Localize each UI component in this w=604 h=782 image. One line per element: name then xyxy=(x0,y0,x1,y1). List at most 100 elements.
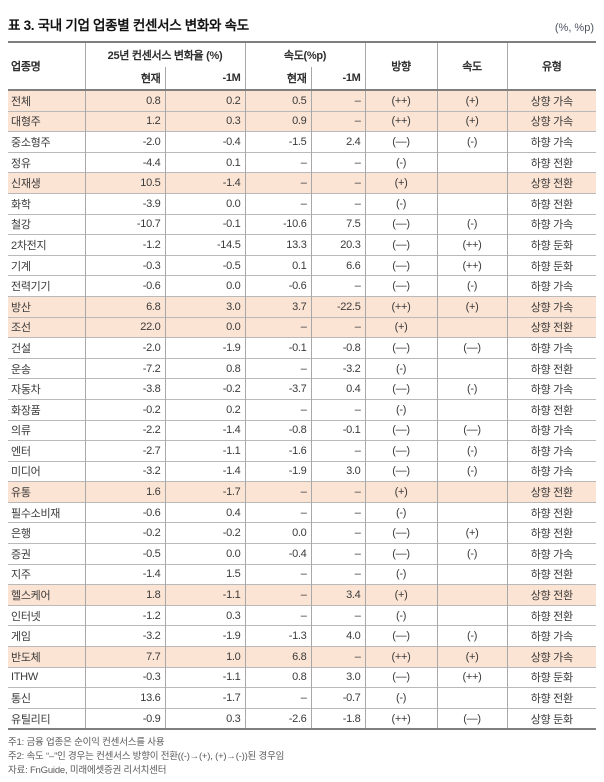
sector-name-cell: 미디어 xyxy=(8,460,85,482)
direction-cell: (—) xyxy=(364,460,438,482)
direction-cell: (—) xyxy=(364,213,438,235)
change-1m-cell: 0.4 xyxy=(164,501,246,523)
change-now-cell: -0.6 xyxy=(84,501,165,523)
change-now-cell: 6.8 xyxy=(84,295,165,318)
change-now-cell: 10.5 xyxy=(84,172,165,194)
table-row: 조선 22.0 0.0– – (+) 상향 전환 xyxy=(8,316,597,338)
speed-sign-cell xyxy=(436,192,508,215)
table-row: 자동차 -3.8 -0.2 -3.7 0.4 (—) (-) 하향 가속 xyxy=(8,378,597,400)
sector-name-cell: 대형주 xyxy=(8,110,85,132)
direction-cell: (—) xyxy=(364,131,438,153)
table-row: 정유 -4.4 0.1– – (-) 하향 전환 xyxy=(8,151,597,173)
speed-now-cell: – xyxy=(244,501,312,523)
direction-cell: (+) xyxy=(364,481,438,503)
speed-now-cell: – xyxy=(244,604,312,626)
change-now-cell: -0.3 xyxy=(84,254,165,276)
speed-sign-cell: (-) xyxy=(436,275,508,297)
direction-cell: (—) xyxy=(364,543,438,565)
change-now-cell: -2.7 xyxy=(84,440,165,462)
change-now-cell: -0.2 xyxy=(84,522,165,544)
sector-name-cell: 필수소비재 xyxy=(8,501,85,523)
speed-1m-cell: – xyxy=(310,172,366,194)
change-1m-cell: -1.1 xyxy=(164,666,246,688)
speed-sign-cell: (—) xyxy=(436,707,508,730)
change-now-cell: -1.4 xyxy=(84,563,165,585)
type-cell: 하향 가속 xyxy=(506,275,597,297)
direction-cell: (—) xyxy=(364,419,438,441)
speed-sign-cell: (+) xyxy=(436,646,508,668)
sector-name-cell: 화학 xyxy=(8,192,85,215)
speed-1m-cell: 3.0 xyxy=(310,666,366,688)
sector-name-cell: 화장품 xyxy=(8,398,85,420)
speed-now-cell: -0.4 xyxy=(244,543,312,565)
type-cell: 하향 둔화 xyxy=(506,234,597,256)
change-1m-cell: 0.8 xyxy=(164,357,246,379)
speed-now-cell: – xyxy=(244,563,312,585)
direction-cell: (-) xyxy=(364,398,438,420)
table-row: 헬스케어 1.8 -1.1–3.4 (+) 상향 전환 xyxy=(8,584,597,606)
speed-sign-cell xyxy=(436,501,508,523)
change-now-cell: -3.9 xyxy=(84,192,165,215)
header-type: 유형 xyxy=(506,42,597,90)
change-now-cell: 1.8 xyxy=(84,584,165,606)
header-speed: 속도 xyxy=(436,42,508,90)
speed-1m-cell: -0.7 xyxy=(310,687,366,709)
type-cell: 상향 가속 xyxy=(506,646,597,668)
direction-cell: (++) xyxy=(364,707,438,730)
type-cell: 하향 가속 xyxy=(506,543,597,565)
change-now-cell: -3.2 xyxy=(84,460,165,482)
sector-name-cell: 은행 xyxy=(8,522,85,544)
speed-sign-cell: (+) xyxy=(436,110,508,132)
change-now-cell: 13.6 xyxy=(84,687,165,709)
sector-name-cell: 전체 xyxy=(8,89,85,112)
type-cell: 하향 전환 xyxy=(506,604,597,626)
speed-sign-cell: (-) xyxy=(436,440,508,462)
speed-now-cell: – xyxy=(244,172,312,194)
speed-now-cell: -1.9 xyxy=(244,460,312,482)
speed-now-cell: -0.1 xyxy=(244,337,312,359)
type-cell: 상향 전환 xyxy=(506,172,597,194)
change-1m-cell: -1.4 xyxy=(164,172,246,194)
table-body: 전체 0.8 0.2 0.5– (++) (+) 상향 가속 대형주 1.2 0.3 0.9– (++… xyxy=(8,89,597,730)
change-1m-cell: -0.2 xyxy=(164,378,246,400)
header-direction: 방향 xyxy=(364,42,438,90)
change-now-cell: -0.9 xyxy=(84,707,165,730)
sector-name-cell: 2차전지 xyxy=(8,234,85,256)
header-change-1m: -1M xyxy=(164,67,246,90)
speed-sign-cell: (++) xyxy=(436,254,508,276)
speed-now-cell: 3.7 xyxy=(244,295,312,318)
table-row: 인터넷 -1.2 0.3– – (-) 하향 전환 xyxy=(8,604,597,626)
speed-now-cell: -0.8 xyxy=(244,419,312,441)
sector-name-cell: 통신 xyxy=(8,687,85,709)
sector-name-cell: 게임 xyxy=(8,625,85,647)
change-now-cell: -3.8 xyxy=(84,378,165,400)
speed-sign-cell xyxy=(436,398,508,420)
change-1m-cell: -0.2 xyxy=(164,522,246,544)
speed-1m-cell: -3.2 xyxy=(310,357,366,379)
change-now-cell: -0.6 xyxy=(84,275,165,297)
table-row: 미디어 -3.2 -1.4 -1.9 3.0 (—) (-) 하향 가속 xyxy=(8,460,597,482)
speed-1m-cell: 20.3 xyxy=(310,234,366,256)
change-1m-cell: -1.1 xyxy=(164,584,246,606)
speed-now-cell: 0.1 xyxy=(244,254,312,276)
sector-name-cell: 자동차 xyxy=(8,378,85,400)
sector-name-cell: 건설 xyxy=(8,337,85,359)
direction-cell: (—) xyxy=(364,625,438,647)
title-bar: 표 3. 국내 기업 업종별 컨센서스 변화와 속도 (%, %p) xyxy=(8,14,596,34)
change-now-cell: -0.3 xyxy=(84,666,165,688)
table-row: 운송 -7.2 0.8– -3.2 (-) 하향 전환 xyxy=(8,357,597,379)
speed-now-cell: -2.6 xyxy=(244,707,312,730)
speed-sign-cell: (++) xyxy=(436,666,508,688)
change-now-cell: -2.0 xyxy=(84,337,165,359)
table-row: 통신 13.6 -1.7– -0.7 (-) 하향 전환 xyxy=(8,687,597,709)
unit-label: (%, %p) xyxy=(554,22,594,34)
speed-now-cell: – xyxy=(244,398,312,420)
direction-cell: (++) xyxy=(364,110,438,132)
type-cell: 하향 전환 xyxy=(506,398,597,420)
sector-name-cell: 방산 xyxy=(8,295,85,318)
speed-sign-cell: (-) xyxy=(436,543,508,565)
type-cell: 하향 전환 xyxy=(506,522,597,544)
type-cell: 하향 가속 xyxy=(506,460,597,482)
footnote-1: 주1: 금융 업종은 순이익 컨센서스를 사용 xyxy=(8,737,165,749)
speed-sign-cell: (-) xyxy=(436,213,508,235)
